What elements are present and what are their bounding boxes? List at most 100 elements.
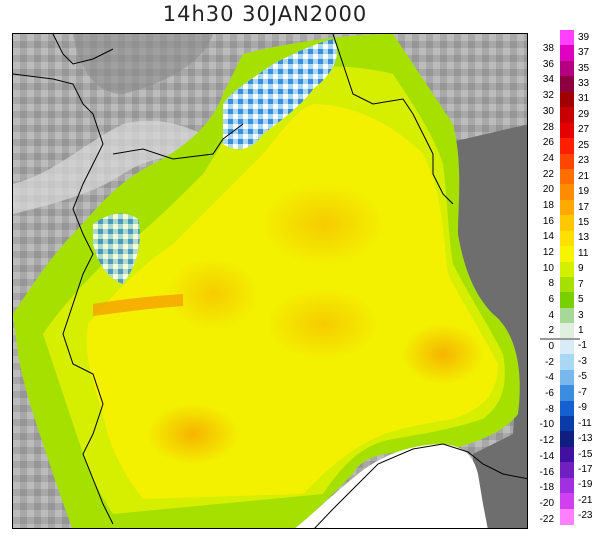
colorbar-tick-left: -14 <box>539 450 554 462</box>
snow-area-north <box>223 39 337 150</box>
colorbar-tick-right: 35 <box>578 62 590 74</box>
colorbar-tick-right: -17 <box>578 463 593 475</box>
colorbar-segment <box>560 91 574 108</box>
colorbar-tick-right: -21 <box>578 494 593 506</box>
colorbar-tick-left: -2 <box>545 356 554 368</box>
warm-spot-north <box>263 184 383 264</box>
colorbar-tick-left: -18 <box>539 482 554 494</box>
colorbar-tick-right: -13 <box>578 433 593 445</box>
colorbar-tick-right: -15 <box>578 448 593 460</box>
colorbar-tick-left: -12 <box>539 435 554 447</box>
colorbar-segment <box>560 477 574 494</box>
colorbar-tick-right: -23 <box>578 510 593 522</box>
colorbar-segment <box>560 307 574 324</box>
warm-spot-east <box>403 324 483 384</box>
colorbar-tick-left: 22 <box>542 168 554 180</box>
colorbar-segment <box>560 431 574 448</box>
colorbar-tick-left: 30 <box>542 105 554 117</box>
colorbar-segment <box>560 338 574 355</box>
colorbar-tick-left: 16 <box>542 215 554 227</box>
colorbar-tick-left: -8 <box>545 403 554 415</box>
colorbar-tick-right: 37 <box>578 47 590 59</box>
colorbar-tick-right: 1 <box>578 325 584 337</box>
colorbar-tick-right: 3 <box>578 309 584 321</box>
warm-spot-west <box>168 259 258 329</box>
colorbar-segment <box>560 45 574 62</box>
colorbar-segment <box>560 415 574 432</box>
colorbar-tick-left: -20 <box>539 497 554 509</box>
white-area-south <box>295 444 488 528</box>
colorbar-tick-right: 17 <box>578 201 590 213</box>
colorbar-tick-right: 31 <box>578 93 590 105</box>
colorbar-tick-right: 29 <box>578 108 590 120</box>
colorbar-tick-left: 24 <box>542 152 554 164</box>
colorbar-tick-right: 11 <box>578 247 589 259</box>
colorbar-tick-left: -6 <box>545 388 554 400</box>
colorbar-tick-right: -3 <box>578 355 587 367</box>
relief-valley <box>13 120 223 214</box>
border-line-4 <box>112 123 244 160</box>
colorbar-tick-right: 27 <box>578 124 590 136</box>
border-line-5 <box>314 443 527 528</box>
colorbar-segment <box>560 385 574 401</box>
colorbar-segment <box>560 60 574 77</box>
colorbar-segment <box>560 76 574 93</box>
colorbar-tick-left: -4 <box>545 372 554 384</box>
colorbar-tick-right: -19 <box>578 479 593 491</box>
colorbar-tick-right: -5 <box>578 371 587 383</box>
colorbar-segment <box>560 354 574 371</box>
colorbar-tick-left: -10 <box>539 419 554 431</box>
colorbar-segment <box>560 215 574 232</box>
colorbar-tick-right: 25 <box>578 139 590 151</box>
temperature-map <box>12 33 528 529</box>
colorbar-tick-left: 0 <box>548 341 554 353</box>
colorbar-segment <box>560 446 574 463</box>
colorbar-segment <box>560 493 574 510</box>
colorbar-tick-left: 26 <box>542 137 554 149</box>
colorbar-tick-left: 12 <box>542 246 554 258</box>
colorbar-segment <box>560 462 574 479</box>
map-canvas <box>13 34 527 528</box>
colorbar-zero-line <box>540 337 580 340</box>
warm-valley-west <box>93 294 183 316</box>
colorbar-tick-left: -22 <box>539 513 554 525</box>
map-title: 14h30 30JAN2000 <box>162 2 368 26</box>
colorbar-tick-left: 38 <box>542 43 554 55</box>
colorbar-tick-left: 2 <box>548 325 554 337</box>
colorbar-tick-left: 32 <box>542 90 554 102</box>
colorbar-segment <box>560 138 574 154</box>
border-line-3 <box>52 34 114 65</box>
colorbar-tick-right: -7 <box>578 386 587 398</box>
colorbar-segment <box>560 508 574 525</box>
colorbar-segment <box>560 369 574 386</box>
colorbar-tick-right: 13 <box>578 232 590 244</box>
border-line-2 <box>332 34 454 205</box>
colorbar-tick-left: 36 <box>542 58 554 70</box>
colorbar-tick-right: 9 <box>578 263 584 275</box>
colorbar-tick-right: 5 <box>578 294 584 306</box>
colorbar-tick-left: 4 <box>548 309 554 321</box>
colorbar-segment <box>560 168 574 185</box>
colorbar-tick-left: 18 <box>542 199 554 211</box>
warm-spot-southwest <box>148 404 238 464</box>
colorbar-segment <box>560 122 574 139</box>
colorbar-segment <box>560 153 574 170</box>
colorbar-tick-right: 33 <box>578 78 590 90</box>
snow-area-west <box>93 213 140 284</box>
colorbar-tick-right: 21 <box>578 170 590 182</box>
colorbar-segment <box>560 30 574 46</box>
colorbar-tick-left: 20 <box>542 184 554 196</box>
colorbar <box>540 30 580 525</box>
colorbar-tick-left: 6 <box>548 294 554 306</box>
colorbar-tick-right: 23 <box>578 155 590 167</box>
colorbar-tick-right: -11 <box>578 417 592 429</box>
colorbar-tick-right: 7 <box>578 278 584 290</box>
colorbar-segment <box>560 107 574 124</box>
colorbar-tick-left: 34 <box>542 74 554 86</box>
colorbar-tick-left: 10 <box>542 262 554 274</box>
warm-spot-central <box>268 289 378 359</box>
colorbar-tick-right: 15 <box>578 216 590 228</box>
colorbar-segment <box>560 230 574 247</box>
colorbar-tick-right: 19 <box>578 186 590 198</box>
colorbar-tick-left: 8 <box>548 278 554 290</box>
